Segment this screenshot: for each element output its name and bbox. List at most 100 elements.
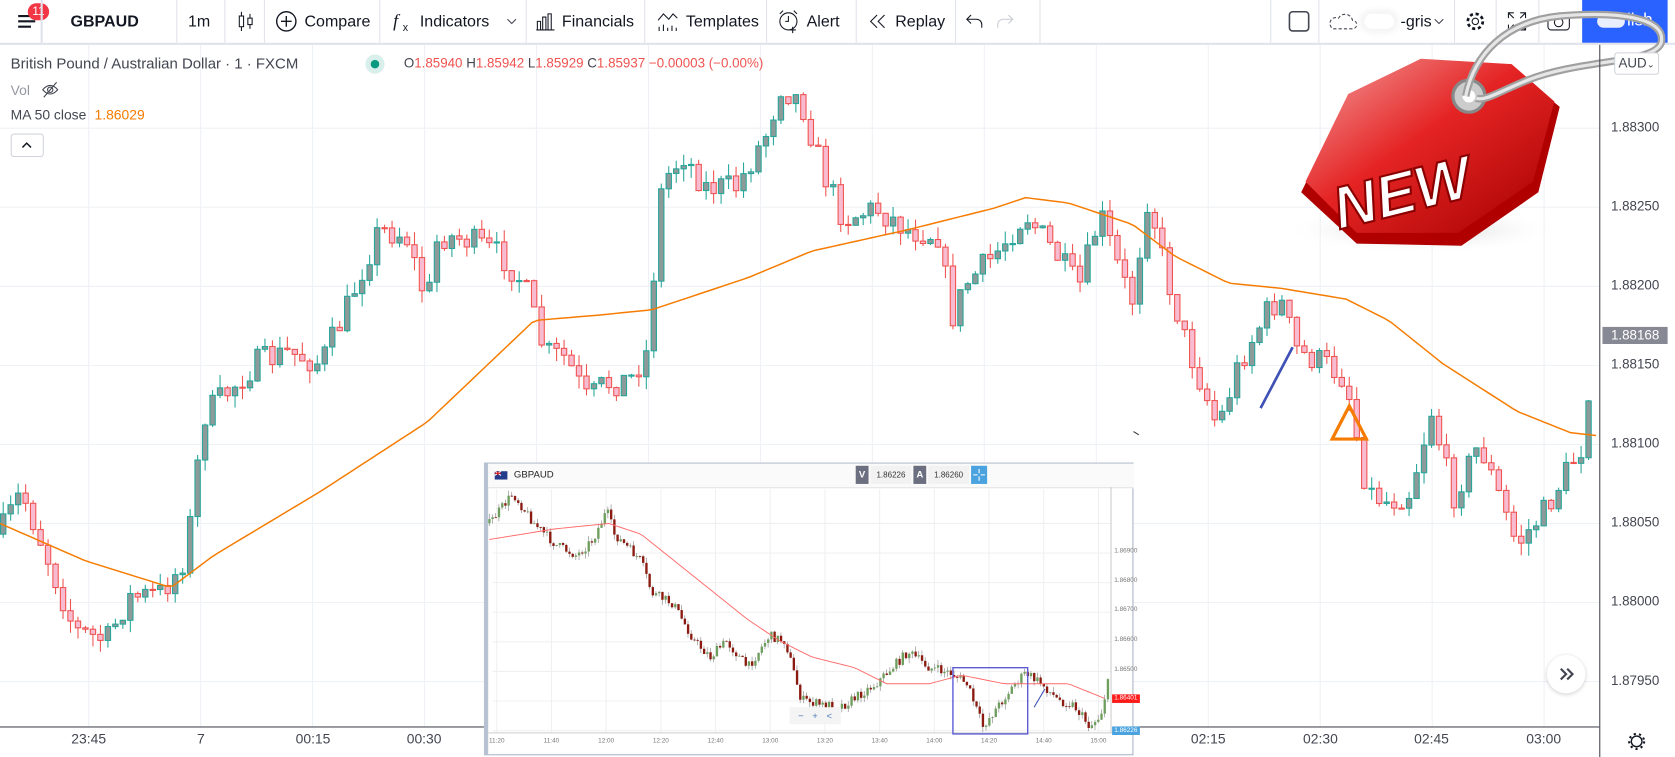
candle-body [1405, 497, 1413, 509]
candle-up [755, 140, 762, 175]
scroll-to-realtime-button[interactable] [1546, 654, 1586, 694]
layout-name-button[interactable]: -gris [1328, 0, 1432, 43]
inset-candle-down [693, 637, 696, 642]
inset-candle-up [497, 504, 501, 522]
candle-down [815, 137, 822, 147]
time-label: 02:30 [1303, 730, 1338, 747]
candle-down [1503, 484, 1510, 521]
compare-button[interactable]: Compare [275, 0, 370, 43]
notification-badge: 11 [27, 3, 50, 21]
chart-type-button[interactable] [236, 0, 255, 43]
inset-candle-up [888, 667, 892, 675]
inset-zoom-controls: − + < [789, 707, 841, 725]
volume-label: Vol [10, 82, 30, 99]
candle-down [530, 279, 538, 308]
candle-body [777, 96, 785, 121]
redo-button[interactable] [996, 0, 1015, 43]
candle-up [373, 218, 381, 277]
candle-up [515, 271, 523, 293]
candle-body [987, 253, 994, 260]
symbol-search-button[interactable]: GBPAUD [70, 12, 139, 31]
inset-candle-down [1042, 683, 1046, 689]
candle-down [501, 230, 508, 280]
candle-body [433, 241, 441, 283]
templates-button[interactable]: Templates [656, 0, 759, 43]
ma-legend[interactable]: MA 50 close 1.86029 [11, 107, 145, 123]
candle-down [1271, 293, 1278, 320]
candle-up [1555, 487, 1562, 513]
trend-line-drawing [1259, 346, 1294, 409]
inset-candle-down [549, 528, 552, 547]
price-label: 1.88150 [1610, 356, 1660, 372]
collapse-legend-button[interactable] [10, 133, 44, 158]
inset-candle-up [943, 668, 946, 678]
candle-up [261, 338, 269, 353]
financials-label: Financials [561, 12, 635, 31]
candle-body [1218, 410, 1226, 421]
inset-time-label: 12:40 [707, 738, 724, 745]
time-label: 02:45 [1414, 730, 1449, 747]
undo-button[interactable] [965, 0, 984, 43]
inset-candle-up [994, 705, 997, 718]
inset-candle-down [616, 534, 619, 546]
candle-up [867, 200, 874, 224]
gear-icon [1628, 732, 1646, 750]
candle-body [478, 228, 486, 239]
candle-down [441, 235, 448, 251]
financials-button[interactable]: Financials [534, 0, 634, 43]
inset-chart-screenshot: GBPAUD V 1.86226 A 1.86260 1.86900 1.8680… [483, 462, 1140, 756]
candle-body [568, 354, 575, 367]
candle-body [119, 619, 127, 625]
candle-down [882, 212, 889, 235]
inset-symbol: GBPAUD [513, 468, 554, 480]
candle-body [97, 633, 104, 641]
inset-candle-up [1071, 699, 1074, 708]
templates-icon [657, 13, 678, 31]
candle-body [336, 326, 343, 332]
alert-button[interactable]: Alert [777, 0, 840, 43]
replay-button[interactable]: Replay [867, 0, 945, 43]
chevron-down-icon: ⌄ [1646, 58, 1655, 70]
candle-down [508, 270, 515, 291]
candle-body [1129, 276, 1136, 305]
indicators-dropdown[interactable] [505, 0, 518, 43]
layout-dropdown[interactable] [1433, 0, 1446, 43]
inset-time-label: 13:20 [816, 738, 833, 745]
interval-button[interactable]: 1m [188, 12, 211, 31]
axis-settings-button[interactable] [1626, 731, 1647, 757]
candle-up [740, 162, 747, 198]
candle-body [732, 175, 740, 192]
candle-down [845, 215, 852, 235]
currency-dropdown[interactable]: AUD⌄ [1614, 52, 1660, 75]
volume-legend[interactable]: Vol [11, 81, 60, 98]
inset-candle-up [1036, 672, 1039, 684]
inset-candle-down [904, 652, 908, 660]
candle-body [628, 374, 635, 377]
inset-current-price-tag: 1.86401 [1112, 694, 1140, 703]
inset-candle-up [712, 654, 715, 663]
settings-button[interactable] [1464, 0, 1488, 43]
select-layout-button[interactable] [1288, 0, 1310, 43]
inset-candle-up [606, 506, 610, 519]
candle-up [1413, 463, 1420, 500]
candle-body [1518, 535, 1525, 544]
market-status-icon[interactable] [365, 54, 385, 74]
symbol-title[interactable]: British Pound / Australian Dollar · 1 · … [10, 54, 299, 72]
candle-body [74, 620, 82, 629]
candle-body [261, 345, 269, 350]
inset-ma-line [489, 522, 1105, 699]
inset-price-label: 1.86700 [1114, 607, 1138, 614]
price-label: 1.88300 [1610, 119, 1660, 135]
candle-body [381, 227, 388, 230]
candle-body [919, 240, 927, 245]
inset-candle-down [504, 499, 507, 510]
price-axis[interactable]: 1.88300 1.88250 1.88200 1.88150 1.88100 1.880… [1600, 45, 1675, 727]
main-chart[interactable] [0, 44, 1600, 727]
candle-up [545, 340, 553, 354]
candle-down [807, 110, 815, 148]
candle-body [560, 347, 568, 356]
inset-candle-down [613, 514, 616, 540]
candle-body [530, 280, 538, 308]
eye-off-icon[interactable] [40, 81, 59, 98]
